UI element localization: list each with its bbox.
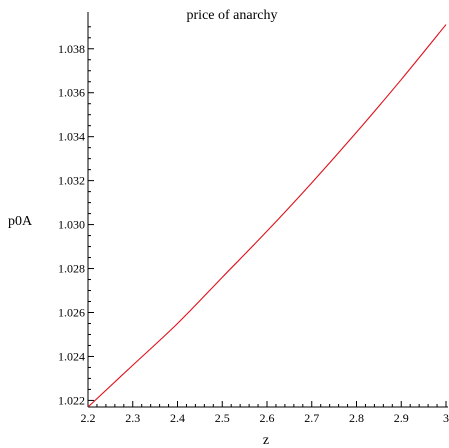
series-line <box>87 24 447 408</box>
x-tick-label: 2.8 <box>349 411 364 425</box>
y-tick-label: 1.028 <box>58 262 85 276</box>
y-tick-label: 1.038 <box>58 42 85 56</box>
y-axis-ticks: 1.022 1.024 1.026 1.028 1.030 1.032 1.034 1.036… <box>58 26 94 407</box>
x-tick-label: 2.2 <box>81 411 96 425</box>
x-tick-label: 2.5 <box>215 411 230 425</box>
y-tick-label: 1.026 <box>58 305 85 319</box>
chart-title: price of anarchy <box>187 8 278 23</box>
x-axis-ticks: 2.2 2.3 2.4 2.5 2.6 2.7 2.8 2.9 3 <box>81 401 449 425</box>
x-tick-label: 3 <box>443 411 449 425</box>
y-tick-label: 1.022 <box>58 393 85 407</box>
x-tick-label: 2.6 <box>260 411 275 425</box>
y-tick-label: 1.036 <box>58 86 85 100</box>
x-axis-label: z <box>263 433 269 448</box>
y-axis-label: p0A <box>8 214 33 229</box>
y-tick-label: 1.034 <box>58 130 85 144</box>
x-tick-label: 2.7 <box>304 411 319 425</box>
y-tick-label: 1.024 <box>58 349 85 363</box>
y-tick-label: 1.030 <box>58 218 85 232</box>
x-tick-label: 2.9 <box>394 411 409 425</box>
x-tick-label: 2.3 <box>125 411 140 425</box>
x-tick-label: 2.4 <box>170 411 185 425</box>
axes <box>87 12 448 408</box>
y-tick-label: 1.032 <box>58 174 85 188</box>
